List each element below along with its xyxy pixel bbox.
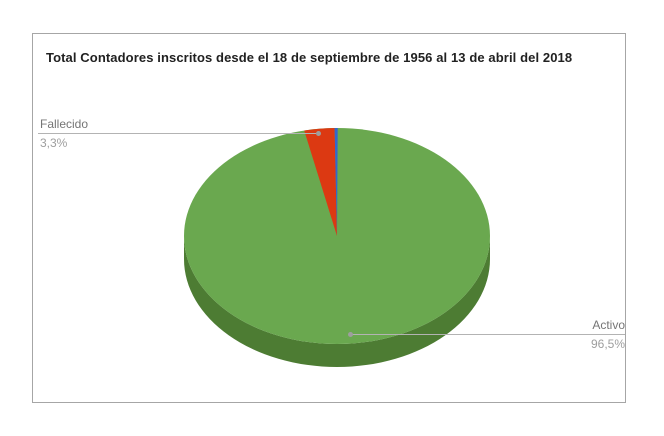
activo-label: Activo	[592, 318, 625, 332]
pie-slice-fallecido[interactable]	[304, 128, 337, 236]
fallecido-label-text: Fallecido	[40, 117, 89, 131]
pie-slice-unlabeled[interactable]	[334, 127, 338, 236]
activo-label-text: Activo	[592, 318, 625, 332]
fallecido-percent: 3,3%	[40, 136, 67, 150]
fallecido-percent-text: 3,3%	[40, 136, 68, 150]
chart-title: Total Contadores inscritos desde el 18 d…	[46, 50, 573, 65]
fallecido-label: Fallecido	[40, 117, 88, 131]
activo-percent: 96,5%	[591, 337, 625, 351]
activo-leader-dot	[348, 332, 353, 337]
fallecido-leader-dot	[316, 131, 321, 136]
activo-percent-text: 96,5%	[590, 337, 625, 351]
